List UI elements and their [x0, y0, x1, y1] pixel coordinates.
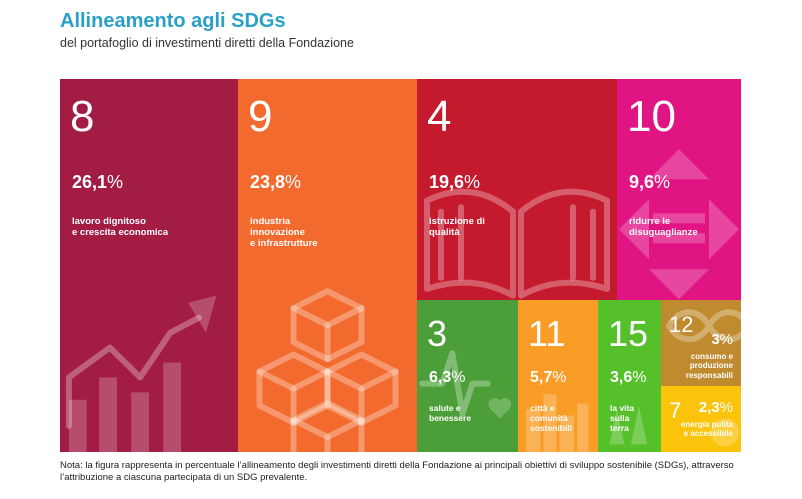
value-unit: %: [719, 399, 733, 416]
sdg-label: lavoro dignitoso e crescita economica: [72, 216, 169, 239]
value-number: 5,7: [530, 369, 553, 386]
sdg-tile-11: 11 5,7% città e comunità sostenibili: [518, 300, 598, 452]
sdg-number: 12: [669, 312, 694, 337]
value-number: 6,3: [429, 369, 452, 386]
sdg-label: industria innovazione e infrastrutture: [250, 216, 318, 250]
sdg-value: 23,8%: [250, 173, 301, 191]
cubes-icon: [256, 288, 399, 452]
infinity-icon: [666, 309, 741, 343]
sdg-number: 8: [70, 92, 95, 141]
value-unit: %: [632, 369, 647, 386]
value-unit: %: [719, 331, 733, 348]
sdg-label: ridurre le disuguaglianze: [629, 216, 698, 239]
sdg-tile-7: 7 2,3% energia pulita e accessibile: [661, 386, 741, 452]
sdg-value: 9,6%: [629, 173, 670, 191]
sdg-value: 19,6%: [429, 173, 480, 191]
city-icon: [526, 394, 589, 452]
value-number: 23,8: [250, 172, 286, 192]
sdg-value: 26,1%: [72, 173, 123, 191]
sdg-label: energia pulita e accessibile: [680, 420, 733, 439]
open-book-icon: [424, 188, 610, 299]
sdg-value: 3,6%: [610, 370, 646, 386]
sdg-label: consumo e produzione responsabili: [685, 352, 733, 380]
value-number: 2,3: [698, 399, 720, 416]
sdg-number: 11: [528, 313, 566, 354]
sun-icon: [711, 418, 739, 447]
sdg-value: 5,7%: [530, 370, 566, 386]
sdg-tile-12: 12 3% consumo e produzione responsabili: [661, 300, 741, 386]
sdg-number: 7: [669, 398, 682, 423]
value-unit: %: [552, 369, 567, 386]
sdg-number: 3: [427, 313, 448, 354]
sdg-number: 4: [427, 92, 452, 141]
sdg-label: istruzione di qualità: [429, 216, 485, 239]
sdg-value: 3%: [711, 332, 733, 347]
tree-icon: [609, 406, 648, 445]
value-unit: %: [107, 172, 124, 192]
sdg-tile-4: 4 19,6% istruzione di qualità: [417, 79, 617, 300]
heartbeat-icon: [419, 350, 512, 419]
value-number: 3,6: [610, 369, 633, 386]
sdg-value: 2,3%: [699, 400, 733, 415]
value-number: 3: [711, 331, 720, 348]
sdg-number: 9: [248, 92, 273, 141]
value-unit: %: [654, 172, 671, 192]
sdg-label: salute e benessere: [429, 403, 472, 424]
value-number: 19,6: [429, 172, 465, 192]
sdg-tile-9: 9 23,8% industria innovazione e infrastruttu…: [238, 79, 417, 452]
value-number: 26,1: [72, 172, 108, 192]
growth-chart-icon: [65, 295, 217, 452]
sdg-tile-3: 3 6,3% salute e benessere: [417, 300, 518, 452]
sdg-number: 15: [608, 313, 649, 354]
page-subtitle: del portafoglio di investimenti diretti …: [60, 36, 354, 50]
footnote: Nota: la figura rappresenta in percentua…: [60, 460, 734, 484]
value-unit: %: [451, 369, 466, 386]
value-unit: %: [464, 172, 481, 192]
sdg-value: 6,3%: [429, 370, 465, 386]
sdg-label: città e comunità sostenibili: [530, 403, 573, 434]
sdg-tile-15: 15 3,6% la vita sulla terra: [598, 300, 661, 452]
sdg-label: la vita sulla terra: [610, 403, 635, 434]
page-title: Allineamento agli SDGs: [60, 10, 286, 32]
sdg-tile-10: 10 9,6% ridurre le disuguaglianze: [617, 79, 741, 300]
sdg-tile-8: 8 26,1% lavoro dignitoso e crescita economi…: [60, 79, 238, 452]
sdg-number: 10: [627, 92, 676, 141]
value-unit: %: [285, 172, 302, 192]
equality-arrows-icon: [619, 149, 739, 300]
value-number: 9,6: [629, 172, 655, 192]
